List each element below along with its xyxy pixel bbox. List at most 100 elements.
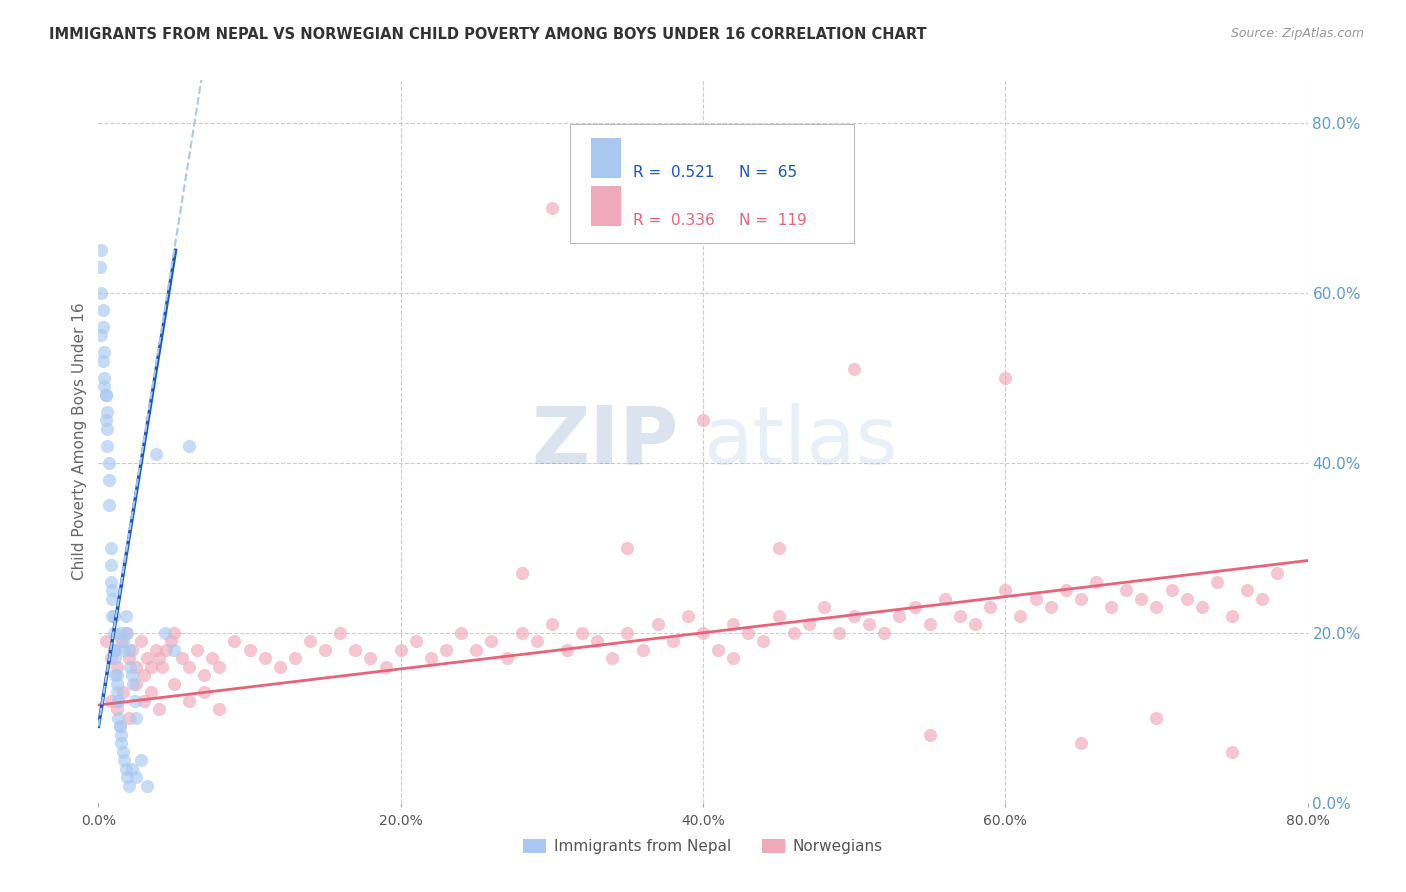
Point [90,244,112,258]
Point [90,285,112,300]
Point [1085,574,1108,589]
Point [110,728,132,742]
Point [201,651,224,665]
Point [125,711,148,725]
Point [616,625,638,640]
Point [94,413,117,427]
Point [107,711,129,725]
Point [105,668,128,682]
Bar [591,138,621,178]
Point [797,617,820,632]
Point [1054,583,1077,598]
Point [129,753,152,767]
Point [224,634,246,648]
Point [163,642,186,657]
Point [163,677,186,691]
Point [555,642,578,657]
Point [163,625,186,640]
Point [1070,591,1092,606]
Point [132,668,155,682]
Point [495,651,517,665]
Point [1115,583,1137,598]
Point [94,388,117,402]
Point [112,642,135,657]
Point [1206,574,1229,589]
Point [918,728,941,742]
Point [1251,591,1274,606]
Point [98,498,121,512]
Point [104,642,127,657]
Point [1130,591,1153,606]
Point [89,260,111,275]
Point [1160,583,1182,598]
Point [540,617,562,632]
Point [510,566,533,581]
Point [1236,583,1258,598]
Point [602,651,624,665]
Point [994,583,1017,598]
Point [155,642,177,657]
Point [239,642,262,657]
Point [100,541,122,555]
Point [105,677,128,691]
Text: R =  0.521: R = 0.521 [633,164,714,179]
Point [844,362,866,376]
Point [141,685,163,699]
Text: N =  65: N = 65 [740,164,797,179]
Point [434,642,457,657]
Point [1024,591,1046,606]
Point [101,608,124,623]
Point [118,711,141,725]
Point [122,677,145,691]
Bar [591,186,621,226]
Point [571,625,593,640]
Point [858,617,880,632]
Point [661,634,683,648]
Point [107,694,129,708]
Point [125,660,148,674]
Point [631,642,654,657]
Point [389,642,412,657]
Point [103,642,125,657]
Point [783,625,806,640]
Point [918,617,941,632]
Point [828,625,851,640]
Point [179,694,201,708]
Point [93,379,115,393]
Point [949,608,972,623]
Point [103,625,125,640]
Point [120,660,142,674]
Point [844,608,866,623]
Point [723,651,745,665]
Point [676,608,699,623]
Point [118,779,141,793]
Point [114,625,136,640]
Point [208,660,231,674]
Point [93,371,115,385]
Point [111,685,134,699]
Point [193,685,215,699]
Point [889,608,911,623]
Point [344,642,367,657]
Point [208,702,231,716]
Point [526,634,548,648]
Point [101,583,124,598]
Point [873,625,896,640]
Point [465,642,488,657]
Point [91,353,114,368]
Point [98,456,121,470]
Point [105,702,128,716]
Point [170,651,193,665]
Point [111,745,134,759]
Point [1144,711,1167,725]
Point [90,328,112,343]
Point [360,651,382,665]
Point [148,651,170,665]
Text: R =  0.336: R = 0.336 [633,212,714,227]
Point [96,405,118,419]
Point [100,574,122,589]
Point [737,625,759,640]
Point [420,651,443,665]
Point [145,642,167,657]
Point [129,634,152,648]
